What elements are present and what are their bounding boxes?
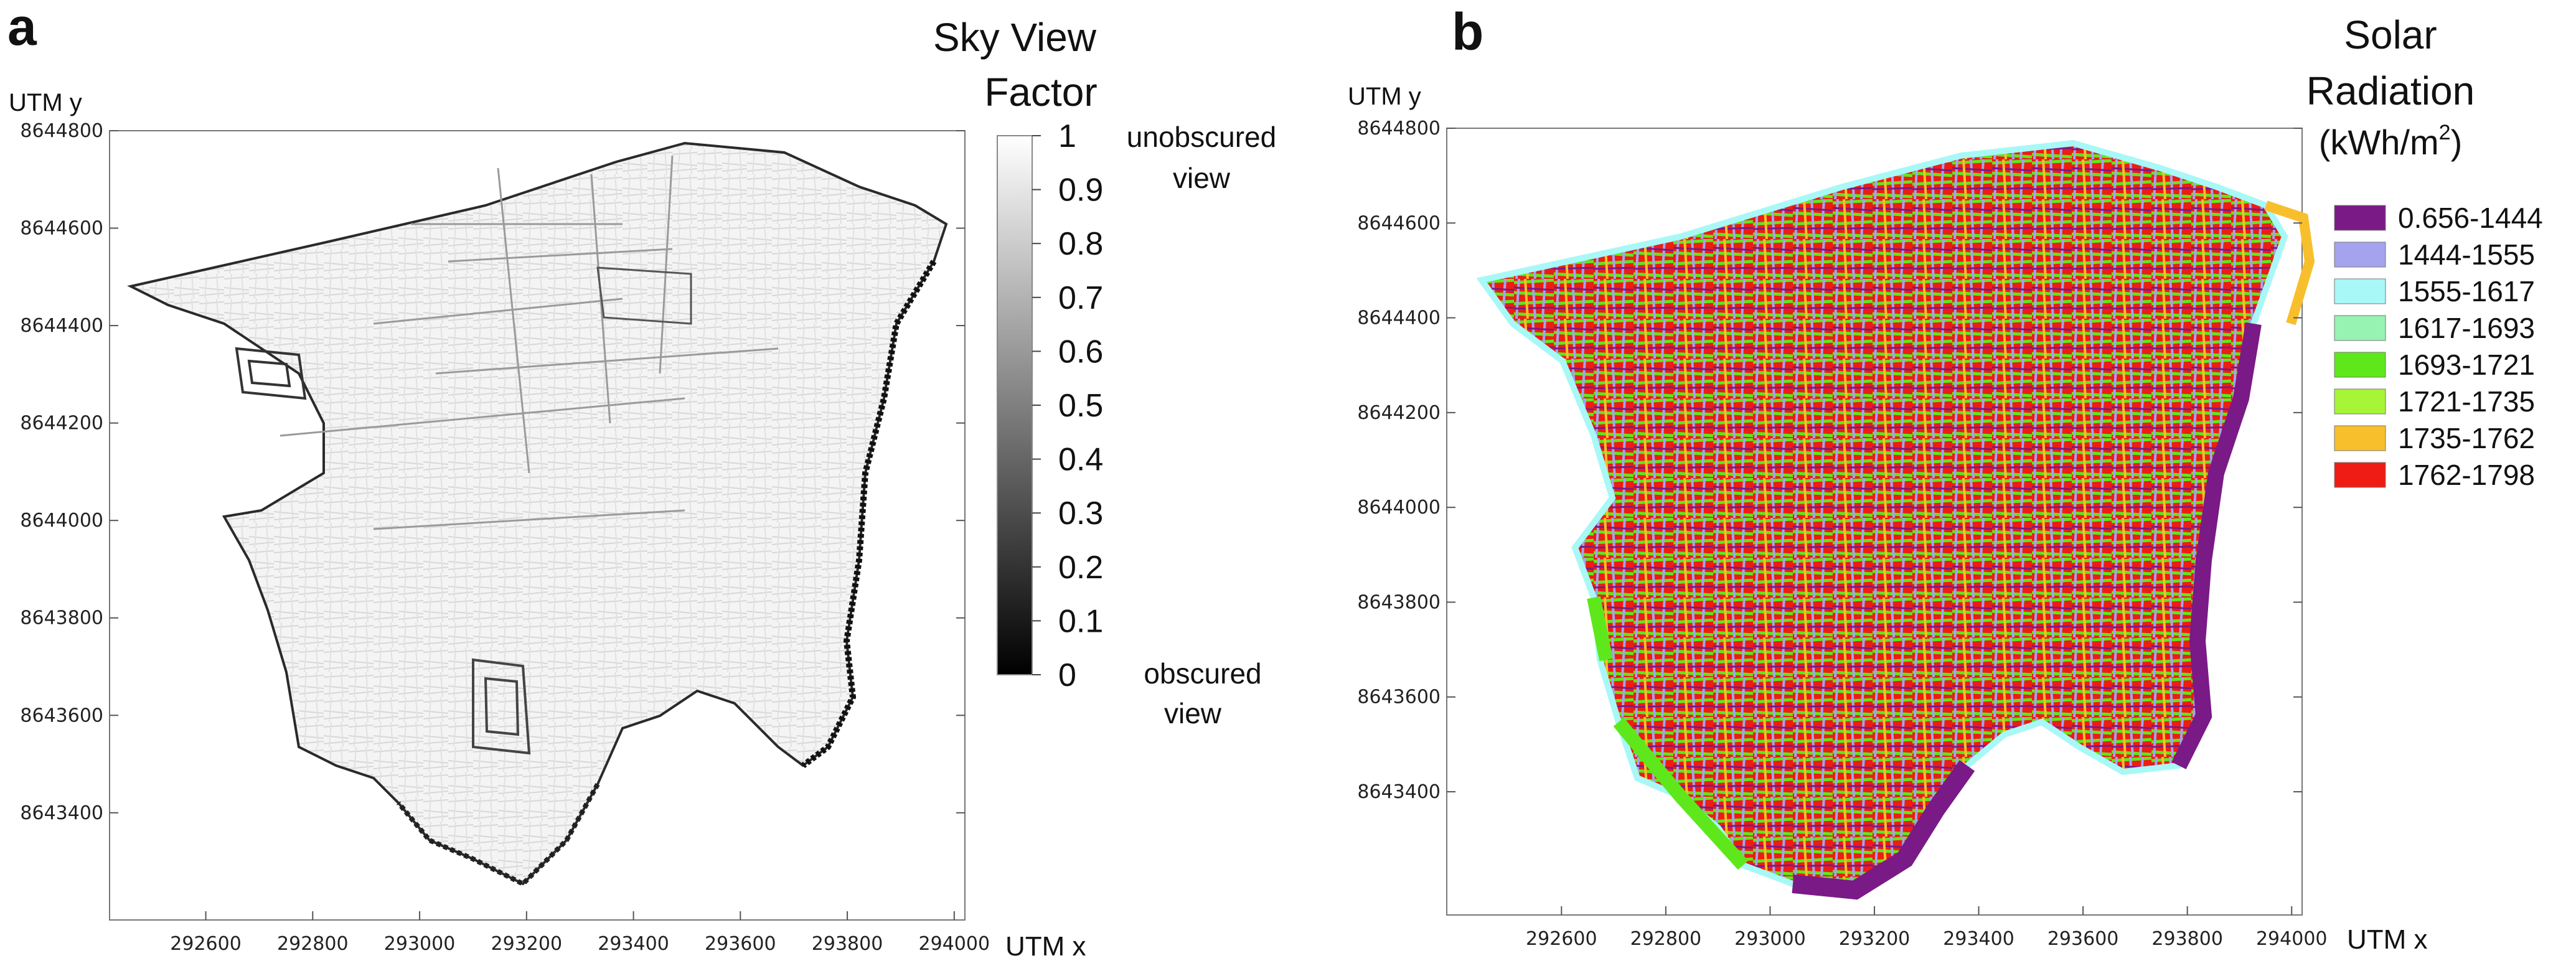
colorbar-tick-label: 0	[1058, 657, 1076, 693]
panel-b-title-line1: Solar	[2344, 12, 2437, 57]
panel-a-0-x-tick-label: 293800	[812, 933, 883, 955]
colorbar-tick-label: 0.6	[1058, 334, 1103, 370]
panel-b-1-x-tick-label: 293000	[1734, 928, 1806, 950]
colorbar-tick-label: 1	[1058, 118, 1076, 154]
panel-a-x-ticks: 292600 292800 293000 293200 293400 293600 2938…	[170, 911, 990, 955]
solar-shaded-cliff	[2171, 322, 2262, 769]
colorbar-tick-label: 0.1	[1058, 603, 1103, 639]
panel-b-1-x-tick-label: 292800	[1630, 928, 1702, 950]
panel-b-x-axis-label: UTM x	[2347, 924, 2428, 955]
panel-b-unit-sup: 2	[2439, 121, 2451, 144]
panel-b-title-unit: (kWh/m2)	[2319, 121, 2462, 162]
panel-a-y-ticks: 8644800 8644600 8644400 8644200 8644000 86438…	[20, 120, 965, 824]
legend-swatch	[2334, 425, 2386, 451]
panel-a-0-x-tick-label: 293400	[598, 933, 669, 955]
panel-a-0-y-tick-label: 8643800	[20, 607, 103, 629]
svf-colorbar	[997, 135, 1033, 675]
solar-shaded-south	[1792, 760, 1975, 900]
panel-b-label: b	[1452, 2, 1483, 61]
panel-a: a Sky View Factor UTM y UTM x 292600 2928…	[7, 0, 1276, 962]
panel-b-1-x-tick-label: 293800	[2151, 928, 2223, 950]
colorbar-tick-label: 0.8	[1058, 226, 1103, 262]
svf-colorbar-ticks: 1 0.9 0.8 0.7 0.6 0.5 0.4 0.3 0.2 0.1 0	[1032, 118, 1103, 693]
colorbar-tick-label: 0.9	[1058, 172, 1103, 209]
panel-b: b Solar Radiation (kWh/m2) UTM y UTM x 2…	[1348, 2, 2543, 955]
panel-a-x-axis-label: UTM x	[1005, 931, 1086, 962]
legend-label: 1555-1617	[2398, 275, 2535, 307]
svf-site-outline	[127, 141, 948, 886]
panel-a-0-y-tick-label: 8643400	[20, 802, 103, 824]
panel-b-1-y-tick-label: 8644400	[1357, 307, 1441, 329]
panel-b-1-x-tick-label: 294000	[2256, 928, 2328, 950]
panel-a-0-y-tick-label: 8644400	[20, 315, 103, 337]
panel-b-1-y-tick-label: 8644200	[1357, 402, 1441, 424]
panel-a-0-x-tick-label: 292600	[170, 933, 242, 955]
solar-green-fringe	[1587, 596, 1749, 870]
panel-b-unit-close: )	[2451, 123, 2463, 162]
legend-label: 0.656-1444	[2398, 202, 2543, 234]
colorbar-bottom-note-line2: view	[1164, 697, 1222, 729]
colorbar-top-note-line2: view	[1173, 162, 1231, 194]
legend-swatch	[2334, 352, 2386, 378]
panel-b-y-ticks: 8644800 8644600 8644400 8644200 8644000 86438…	[1357, 118, 2302, 803]
panel-b-1-y-tick-label: 8643400	[1357, 781, 1441, 803]
colorbar-tick-label: 0.7	[1058, 280, 1103, 316]
panel-a-0-y-tick-label: 8644600	[20, 218, 103, 240]
legend-swatch	[2334, 388, 2386, 415]
panel-a-0-x-tick-label: 293200	[491, 933, 563, 955]
legend-swatch	[2334, 278, 2386, 304]
panel-a-title-line2: Factor	[984, 70, 1097, 115]
svf-block	[596, 266, 692, 325]
panel-a-0-x-tick-label: 292800	[277, 933, 349, 955]
panel-b-1-y-tick-label: 8644800	[1357, 118, 1441, 139]
solar-map	[1476, 139, 2315, 900]
colorbar-tick-label: 0.2	[1058, 550, 1103, 586]
panel-b-y-axis-label: UTM y	[1348, 83, 1421, 110]
panel-b-1-y-tick-label: 8644600	[1357, 212, 1441, 234]
panel-b-1-y-tick-label: 8643600	[1357, 687, 1441, 708]
panel-a-label: a	[7, 0, 37, 56]
svf-cliff-edge	[801, 260, 937, 768]
legend-swatch	[2334, 315, 2386, 341]
panel-a-0-y-tick-label: 8644200	[20, 413, 103, 434]
panel-b-1-y-tick-label: 8644000	[1357, 497, 1441, 518]
svf-building	[235, 347, 307, 400]
colorbar-tick-label: 0.5	[1058, 388, 1103, 424]
panel-b-unit-text: (kWh/m	[2319, 123, 2439, 162]
solar-legend: 0.656-1444 1444-1555 1555-1617 1617-1693 169…	[2334, 202, 2543, 491]
panel-a-0-x-tick-label: 293600	[705, 933, 776, 955]
panel-b-1-y-tick-label: 8643800	[1357, 591, 1441, 613]
colorbar-tick-label: 0.3	[1058, 495, 1103, 532]
colorbar-bottom-note-line1: obscured	[1144, 657, 1261, 690]
panel-a-title-line1: Sky View	[933, 15, 1097, 60]
svf-map	[127, 141, 948, 887]
panel-b-1-x-tick-label: 293600	[2047, 928, 2119, 950]
legend-swatch	[2334, 205, 2386, 231]
legend-label: 1444-1555	[2398, 238, 2535, 271]
svf-south-edge	[396, 783, 600, 887]
legend-swatch	[2334, 242, 2386, 268]
panel-a-0-y-tick-label: 8644800	[20, 120, 103, 142]
panel-a-0-x-tick-label: 294000	[919, 933, 990, 955]
colorbar-tick-label: 0.4	[1058, 442, 1103, 478]
panel-a-0-y-tick-label: 8643600	[20, 705, 103, 726]
svf-structure	[472, 658, 531, 755]
legend-label: 1721-1735	[2398, 385, 2535, 418]
panel-b-1-x-tick-label: 293200	[1839, 928, 1911, 950]
legend-label: 1735-1762	[2398, 422, 2535, 454]
panel-a-0-x-tick-label: 293000	[384, 933, 456, 955]
panel-b-x-ticks: 292600 292800 293000 293200 293400 293600 2938…	[1526, 906, 2328, 950]
panel-b-1-x-tick-label: 293400	[1943, 928, 2014, 950]
panel-a-0-y-tick-label: 8644000	[20, 510, 103, 532]
colorbar-top-note-line1: unobscured	[1127, 121, 1276, 153]
legend-label: 1762-1798	[2398, 459, 2535, 491]
legend-label: 1693-1721	[2398, 349, 2535, 381]
solar-orange-fringe	[2264, 200, 2315, 326]
panel-a-y-axis-label: UTM y	[9, 89, 82, 116]
panel-b-1-x-tick-label: 292600	[1526, 928, 1597, 950]
legend-swatch	[2334, 462, 2386, 488]
legend-label: 1617-1693	[2398, 312, 2535, 344]
panel-b-title-line2: Radiation	[2306, 68, 2475, 113]
